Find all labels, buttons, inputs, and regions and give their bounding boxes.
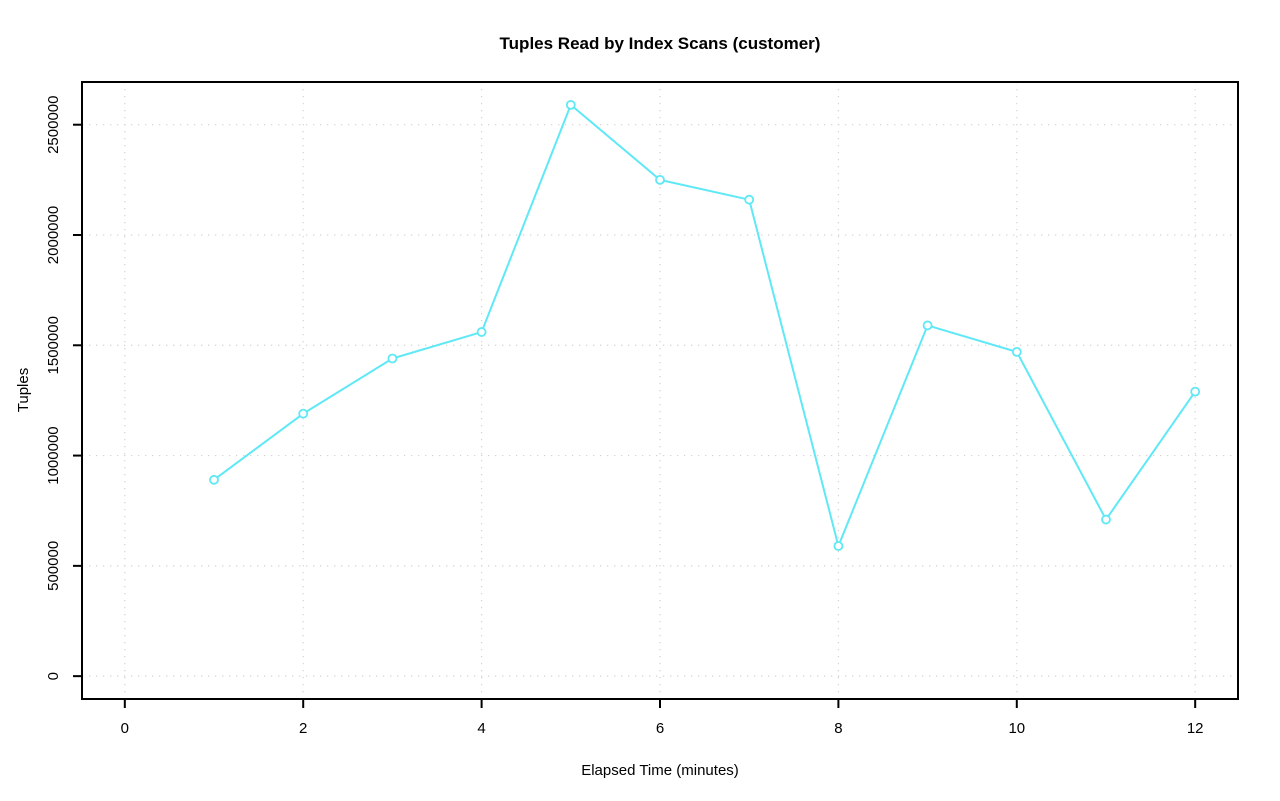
axis-tick-labels: 0 2 4 6 8 10 12 0 500000 1000000 1500000 2000000 250…: [45, 96, 1204, 737]
y-tick-label: 1000000: [45, 426, 62, 484]
grid-lines: [82, 82, 1238, 699]
data-point-marker: [833, 541, 844, 551]
x-tick-label: 8: [834, 720, 842, 737]
y-tick-label: 500000: [45, 541, 62, 591]
data-point-marker: [298, 408, 309, 419]
x-tick-label: 4: [477, 720, 485, 737]
x-tick-label: 6: [656, 720, 664, 737]
x-tick-label: 2: [299, 720, 307, 737]
chart-title: Tuples Read by Index Scans (customer): [500, 34, 821, 53]
data-point-marker: [209, 474, 219, 485]
data-point-marker: [476, 327, 487, 337]
x-axis-label: Elapsed Time (minutes): [581, 762, 739, 779]
data-point-marker: [922, 320, 933, 331]
data-point-marker: [1011, 346, 1022, 357]
x-tick-label: 0: [121, 720, 129, 737]
data-point-marker: [1101, 514, 1111, 525]
data-point-marker: [744, 194, 755, 205]
data-point-marker: [655, 174, 665, 185]
y-tick-label: 2000000: [45, 206, 62, 264]
y-axis-label: Tuples: [15, 368, 32, 412]
series-line: [213, 103, 1197, 548]
x-tick-label: 12: [1187, 720, 1204, 737]
x-tick-label: 10: [1008, 720, 1025, 737]
axis-ticks: [73, 123, 1197, 708]
data-point-marker: [565, 99, 576, 110]
y-tick-label: 0: [45, 672, 62, 680]
data-point-marker: [1190, 386, 1201, 397]
y-tick-label: 1500000: [45, 316, 62, 374]
y-tick-label: 2500000: [45, 96, 62, 154]
data-point-marker: [387, 353, 398, 364]
data-series: [209, 99, 1201, 551]
